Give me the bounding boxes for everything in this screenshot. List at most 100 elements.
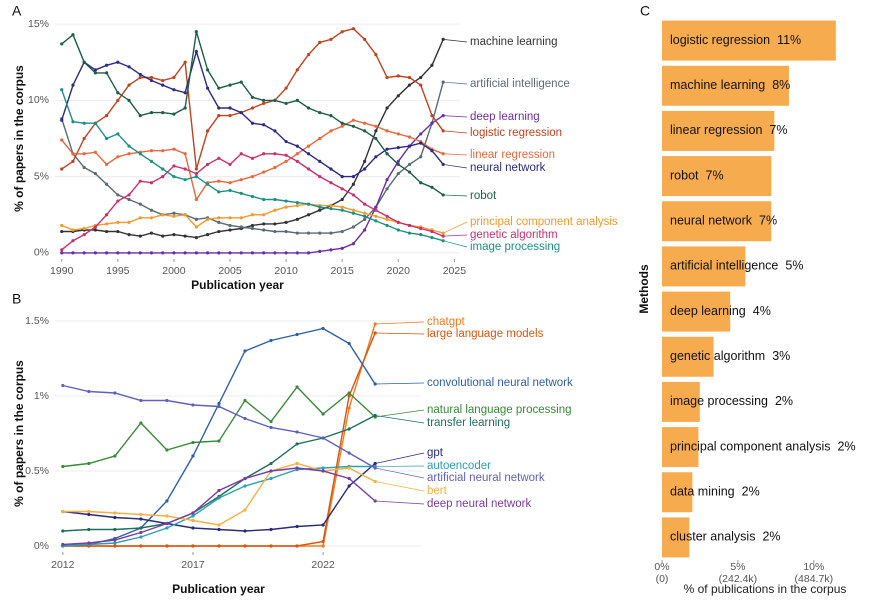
point [172,164,176,168]
point [374,219,378,223]
point [60,138,64,142]
point [87,527,91,532]
point [165,521,169,526]
point [363,202,367,206]
point [205,68,210,72]
category-label: linear regression [670,123,762,137]
point [172,175,176,179]
point [191,544,195,548]
point [165,544,169,548]
point [138,251,142,255]
point [351,211,356,215]
point [351,118,356,122]
point [205,129,210,133]
bar [662,427,699,468]
point [374,155,378,159]
point [269,338,273,343]
point [374,136,378,141]
point [191,440,195,445]
point [419,83,423,87]
point [284,251,288,255]
bar [662,381,700,422]
point [161,175,165,179]
point [116,199,120,203]
point [385,147,389,151]
point [385,223,389,228]
point [441,152,445,156]
point [149,159,154,163]
point [407,75,412,80]
point [82,136,86,141]
x-tick-label: 0% [654,561,669,573]
point [161,213,165,217]
point [205,182,210,186]
point [82,251,86,255]
leader-line [375,467,425,479]
point [295,466,299,470]
series-label: gpt [427,447,444,459]
point [340,30,344,34]
point [183,178,187,182]
point [127,144,131,148]
point [194,225,198,229]
category-label: image processing [670,394,768,408]
point [396,74,400,78]
point [149,208,154,212]
y-axis-title: Methods [637,264,651,314]
point [329,207,333,211]
y-tick-label: 0% [34,247,49,259]
point [194,251,198,255]
point [374,124,378,128]
point [161,78,165,83]
point [250,95,255,99]
leader-line [375,332,425,335]
series-label: neural network [470,162,546,174]
point [329,181,333,185]
point [138,216,142,220]
point [149,216,154,220]
point [217,496,221,500]
point [347,394,351,398]
bar [662,110,775,151]
point [217,401,221,406]
value-label: 7% [759,214,777,228]
series-label: large language models [427,328,544,340]
point [138,234,142,238]
point [116,220,120,224]
category-label: data mining [670,485,735,499]
point [138,202,142,206]
point [351,242,356,246]
point [419,141,423,145]
x-tick-count: (0) [656,573,669,585]
point [71,239,75,243]
point [149,75,154,80]
point [127,232,131,237]
point [284,199,288,203]
point [441,162,445,167]
point [138,152,142,156]
point [228,162,232,167]
series-label: convolutional neural network [427,377,573,389]
point [71,152,75,156]
point [243,484,247,488]
point [205,232,210,237]
y-tick-label: 15% [28,18,49,30]
x-axis-title: Publication year [191,278,284,292]
series-label: chatgpt [427,316,466,328]
point [61,383,65,388]
point [161,149,165,153]
x-tick-label: 2012 [51,559,75,571]
series-label: autoencoder [427,460,491,472]
series-label: transfer learning [427,417,510,429]
point [318,205,322,209]
point [239,80,243,84]
bar [662,291,731,332]
series-label: robot [470,190,497,202]
point [239,178,243,182]
point [407,231,412,235]
point [191,454,195,458]
point [295,231,299,235]
point [269,461,273,466]
point [194,171,198,176]
